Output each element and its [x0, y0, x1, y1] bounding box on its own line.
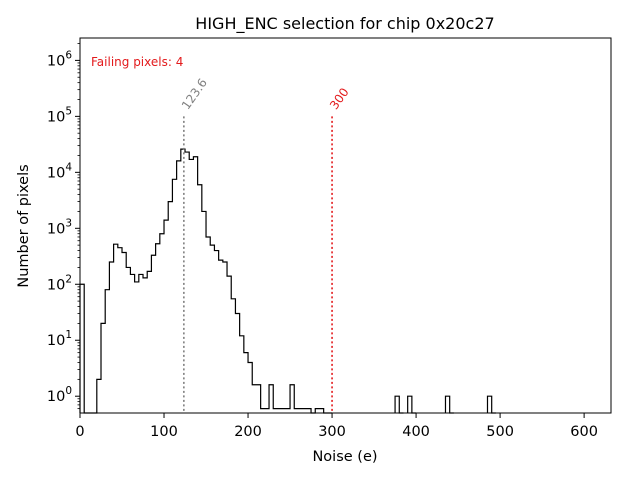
y-axis-label: Number of pixels: [16, 164, 32, 287]
y-tick-label-0: 100: [47, 385, 72, 405]
x-tick-label-2: 200: [234, 424, 262, 440]
x-tick-label-1: 100: [150, 424, 178, 440]
failing-pixels-annotation: Failing pixels: 4: [91, 55, 183, 69]
y-tick-label-2: 102: [47, 273, 72, 293]
x-tick-label-0: 0: [75, 424, 84, 440]
chart-title: HIGH_ENC selection for chip 0x20c27: [195, 14, 494, 34]
x-tick-label-4: 400: [402, 424, 430, 440]
y-tick-label-1: 101: [47, 329, 72, 349]
y-tick-label-6: 106: [47, 49, 72, 69]
y-tick-label-5: 105: [47, 105, 72, 125]
y-tick-label-4: 104: [47, 161, 72, 181]
histogram-step-line: [79, 148, 496, 414]
y-tick-label-3: 103: [47, 217, 72, 237]
x-tick-label-6: 600: [570, 424, 598, 440]
axes-frame: [79, 37, 612, 414]
x-tick-label-3: 300: [318, 424, 346, 440]
x-axis-label: Noise (e): [312, 449, 377, 465]
x-tick-label-5: 500: [486, 424, 514, 440]
